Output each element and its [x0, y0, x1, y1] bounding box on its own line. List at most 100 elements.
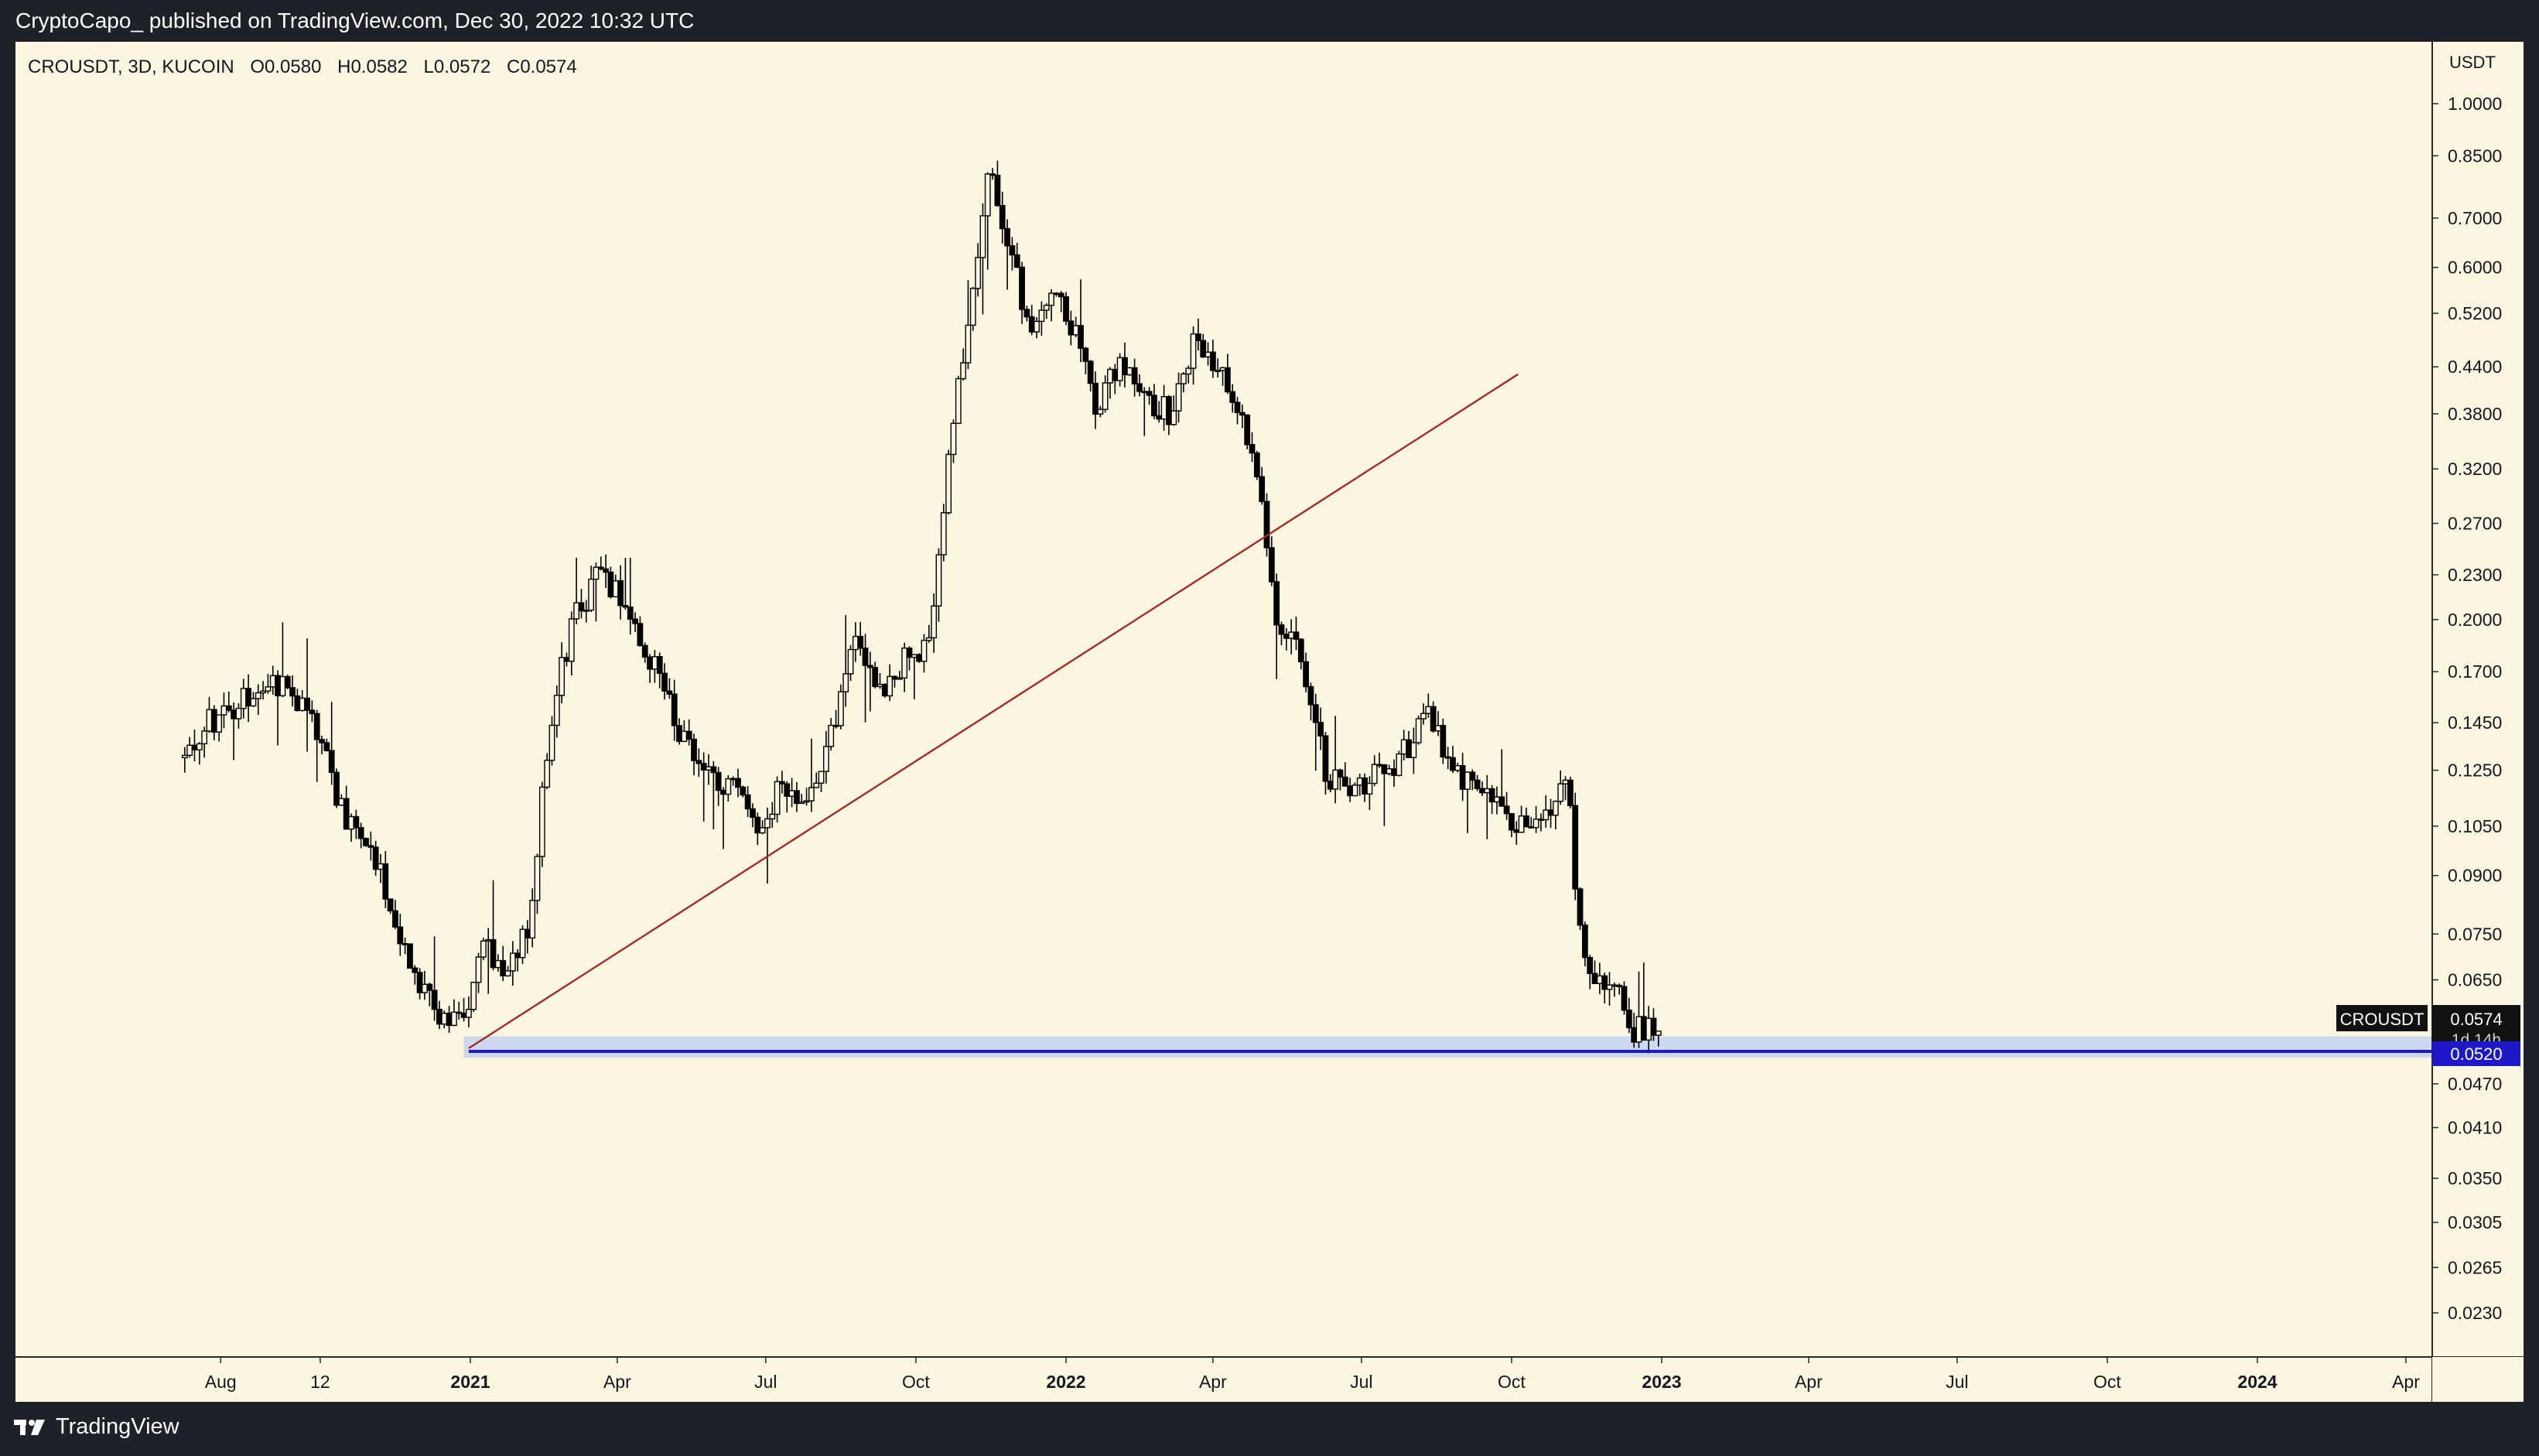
- candle-body-up: [544, 760, 551, 788]
- candle: [1019, 261, 1025, 324]
- candle: [1215, 358, 1222, 378]
- candle: [764, 807, 771, 884]
- candle: [940, 504, 947, 562]
- candle-body-down: [1312, 704, 1319, 723]
- candle-body-down: [994, 174, 1001, 207]
- candle-body-up: [1170, 410, 1177, 426]
- candle: [916, 653, 923, 663]
- candle-body-down: [436, 1008, 443, 1025]
- candle-body-down: [1444, 756, 1451, 759]
- candle-body-up: [887, 675, 894, 697]
- candle-body-up: [813, 782, 820, 788]
- candle: [1273, 573, 1280, 679]
- candle: [416, 968, 423, 1000]
- x-tick-label: 2022: [1046, 1372, 1085, 1392]
- candle: [798, 794, 805, 805]
- candle: [1655, 1030, 1662, 1047]
- candle-body-down: [1013, 254, 1020, 268]
- candle-body-down: [735, 778, 741, 788]
- candle-body-down: [1572, 805, 1579, 890]
- candle-body-up: [1645, 1017, 1652, 1041]
- candle: [304, 638, 310, 752]
- candle-body-down: [304, 697, 310, 711]
- candle: [1616, 983, 1623, 995]
- candle-body-down: [1234, 402, 1241, 413]
- candle-body-up: [338, 798, 345, 806]
- level-price-box: [2432, 1041, 2520, 1067]
- candle-body-down: [1537, 819, 1544, 822]
- symbol-legend: CROUSDT, 3D, KUCOIN O0.0580 H0.0582 L0.0…: [28, 56, 577, 77]
- y-tick-label: 0.2700: [2448, 514, 2502, 534]
- candle: [1552, 800, 1559, 830]
- y-tick-label: 0.0230: [2448, 1303, 2502, 1323]
- candle-body-up: [1518, 815, 1525, 833]
- candle: [617, 565, 624, 620]
- candle-body-down: [1166, 396, 1172, 426]
- candle-body-down: [1337, 769, 1344, 778]
- chart-area[interactable]: 1.0000 0.8500 0.7000 0.6000 0.5200 0.4400 0.38…: [15, 42, 2524, 1402]
- candle: [357, 822, 364, 849]
- candle: [255, 684, 261, 716]
- candle: [519, 925, 526, 964]
- candle: [847, 644, 854, 682]
- candle-body-down: [832, 724, 839, 727]
- candle-body-down: [866, 665, 873, 668]
- candle-body-up: [1557, 783, 1564, 802]
- price-axis: 1.0000 0.8500 0.7000 0.6000 0.5200 0.4400 0.38…: [2432, 94, 2502, 1323]
- y-tick-label: 0.7000: [2448, 208, 2502, 228]
- x-tick-label: 2024: [2237, 1372, 2277, 1392]
- candle-body-up: [186, 744, 193, 756]
- candle: [578, 589, 585, 619]
- candle-body-up: [1596, 975, 1603, 984]
- candle: [353, 809, 360, 839]
- candle-body-down: [1601, 975, 1608, 990]
- candle: [984, 172, 991, 270]
- candle-body-up: [559, 657, 566, 696]
- candle: [1194, 318, 1201, 351]
- candle: [955, 375, 962, 424]
- candle-body-down: [1322, 735, 1329, 782]
- candle: [1136, 374, 1143, 397]
- candle-body-up: [279, 675, 286, 696]
- candle-body-up: [548, 724, 555, 761]
- y-tick-label: 0.3200: [2448, 459, 2502, 479]
- candle-body-up: [1533, 819, 1539, 829]
- candle-body-down: [1268, 547, 1275, 583]
- axis-corner: [2432, 1357, 2524, 1402]
- candle-body-down: [1581, 925, 1588, 959]
- candle-body-down: [872, 667, 879, 688]
- candle-body-up: [979, 215, 986, 258]
- candle-body-down: [1063, 296, 1069, 322]
- candle: [465, 996, 472, 1027]
- candle: [1268, 536, 1275, 586]
- candle-body-up: [553, 695, 560, 726]
- candle: [671, 679, 678, 741]
- candle-body-up: [235, 707, 242, 719]
- candle-body-up: [1097, 408, 1104, 415]
- candle: [319, 736, 325, 754]
- candle-body-up: [441, 1012, 448, 1025]
- symbol-info: CROUSDT, 3D, KUCOIN: [28, 56, 234, 77]
- candle: [1621, 981, 1628, 1015]
- y-tick-label: 0.4400: [2448, 357, 2502, 377]
- candle: [1259, 467, 1266, 505]
- candle: [397, 914, 404, 956]
- candle: [559, 642, 566, 704]
- price-chart[interactable]: 1.0000 0.8500 0.7000 0.6000 0.5200 0.4400 0.38…: [15, 42, 2524, 1402]
- candle-body-up: [1371, 764, 1378, 784]
- candle-body-up: [877, 683, 883, 688]
- candle-body-down: [597, 566, 604, 570]
- publisher-line: CryptoCapo_ published on TradingView.com…: [15, 9, 695, 32]
- candle: [181, 747, 188, 773]
- x-tick-label: Jul: [1946, 1372, 1968, 1392]
- candle: [744, 786, 751, 818]
- candle: [989, 168, 996, 180]
- support-zone: [463, 1036, 2433, 1058]
- candle-body-down: [563, 657, 570, 662]
- candle-body-down: [275, 675, 281, 696]
- candle-body-down: [343, 798, 350, 830]
- candle-body-down: [1469, 771, 1476, 781]
- x-tick-label: Apr: [1795, 1372, 1823, 1392]
- candle-body-down: [500, 959, 507, 977]
- tradingview-brand[interactable]: TradingView: [14, 1414, 179, 1440]
